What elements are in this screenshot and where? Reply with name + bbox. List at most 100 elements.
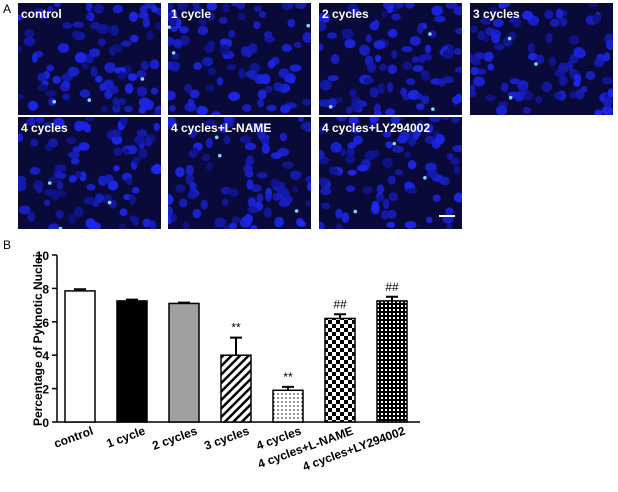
image-caption: 4 cycles+LY294002 <box>322 121 430 135</box>
nucleus <box>603 52 611 62</box>
nucleus <box>254 73 266 85</box>
nucleus <box>168 3 174 14</box>
nucleus <box>95 75 103 83</box>
nucleus <box>297 117 305 122</box>
nucleus <box>386 5 393 14</box>
nucleus <box>453 48 462 56</box>
nucleus <box>424 123 434 134</box>
nucleus <box>18 205 31 215</box>
error-bar <box>282 385 294 391</box>
nucleus <box>117 71 127 80</box>
nucleus <box>168 61 174 70</box>
pyknotic <box>508 95 513 100</box>
nucleus <box>258 10 267 18</box>
nucleus <box>43 122 53 129</box>
nucleus <box>43 199 51 207</box>
nucleus <box>146 30 154 41</box>
nucleus <box>249 122 257 132</box>
nucleus <box>412 65 424 72</box>
nucleus <box>401 45 413 53</box>
nucleus <box>291 186 298 193</box>
nucleus <box>100 105 109 113</box>
nucleus <box>228 29 236 38</box>
nucleus <box>168 36 175 47</box>
nucleus <box>396 135 408 144</box>
nucleus <box>35 183 43 194</box>
nucleus <box>392 145 404 153</box>
nucleus <box>601 76 613 85</box>
nucleus <box>266 104 277 112</box>
nucleus <box>261 143 270 154</box>
nucleus <box>68 214 76 224</box>
nucleus <box>256 172 268 179</box>
nucleus <box>197 25 209 36</box>
nucleus <box>272 192 282 202</box>
nucleus <box>142 17 151 28</box>
nucleus <box>421 95 430 105</box>
nucleus <box>242 104 252 112</box>
nucleus <box>339 148 347 157</box>
panel-label: A <box>3 2 11 16</box>
nucleus <box>138 106 147 114</box>
pyknotic <box>507 36 512 41</box>
y-tick-label: 10 <box>36 249 50 263</box>
micrographs: control 1 cycle 2 cycles 3 cycles 4 cycles 4 … <box>18 3 613 229</box>
nucleus <box>420 74 432 81</box>
nucleus <box>446 223 453 229</box>
nucleus <box>500 82 509 93</box>
nucleus <box>453 5 462 16</box>
nucleus <box>353 8 361 17</box>
nucleus <box>362 186 373 195</box>
nucleus <box>168 205 174 217</box>
nucleus <box>46 64 54 72</box>
nucleus <box>68 175 77 183</box>
nucleus <box>607 88 613 98</box>
error-bar <box>74 288 86 291</box>
nucleus <box>352 135 363 145</box>
pyknotic <box>171 51 176 55</box>
nucleus <box>553 92 562 100</box>
nucleus <box>428 30 437 39</box>
nucleus <box>471 57 481 66</box>
nucleus <box>405 3 415 9</box>
image-caption: 2 cycles <box>322 7 369 21</box>
nucleus <box>387 209 397 219</box>
nucleus <box>432 194 441 202</box>
nucleus <box>118 223 126 229</box>
nucleus <box>302 32 311 43</box>
nucleus <box>437 78 446 87</box>
nucleus <box>85 218 96 229</box>
bar <box>64 290 96 423</box>
nucleus <box>512 17 522 29</box>
nucleus <box>347 142 357 149</box>
nucleus <box>527 42 535 54</box>
nucleus <box>124 83 134 94</box>
nucleus <box>279 104 291 114</box>
nucleus <box>150 87 159 95</box>
nucleus <box>406 187 418 194</box>
pyknotic <box>392 141 397 146</box>
nucleus <box>549 56 557 66</box>
nucleus <box>179 198 188 208</box>
nucleus <box>246 179 254 190</box>
nucleus <box>112 97 119 106</box>
nucleus <box>168 90 176 101</box>
nucleus <box>119 117 128 124</box>
nucleus <box>48 97 56 106</box>
nucleus <box>86 183 96 191</box>
nucleus <box>601 105 613 115</box>
nucleus <box>487 63 494 71</box>
nucleus <box>168 117 177 127</box>
significance-label: ## <box>333 297 347 311</box>
nucleus <box>136 69 147 79</box>
nucleus <box>200 199 208 210</box>
micrograph <box>168 3 311 115</box>
nucleus <box>327 75 339 82</box>
nucleus <box>386 82 394 93</box>
nucleus <box>205 85 216 92</box>
nucleus <box>364 150 377 161</box>
nucleus <box>104 88 112 100</box>
nucleus <box>47 5 54 13</box>
nucleus <box>265 191 272 202</box>
nucleus <box>350 127 362 134</box>
